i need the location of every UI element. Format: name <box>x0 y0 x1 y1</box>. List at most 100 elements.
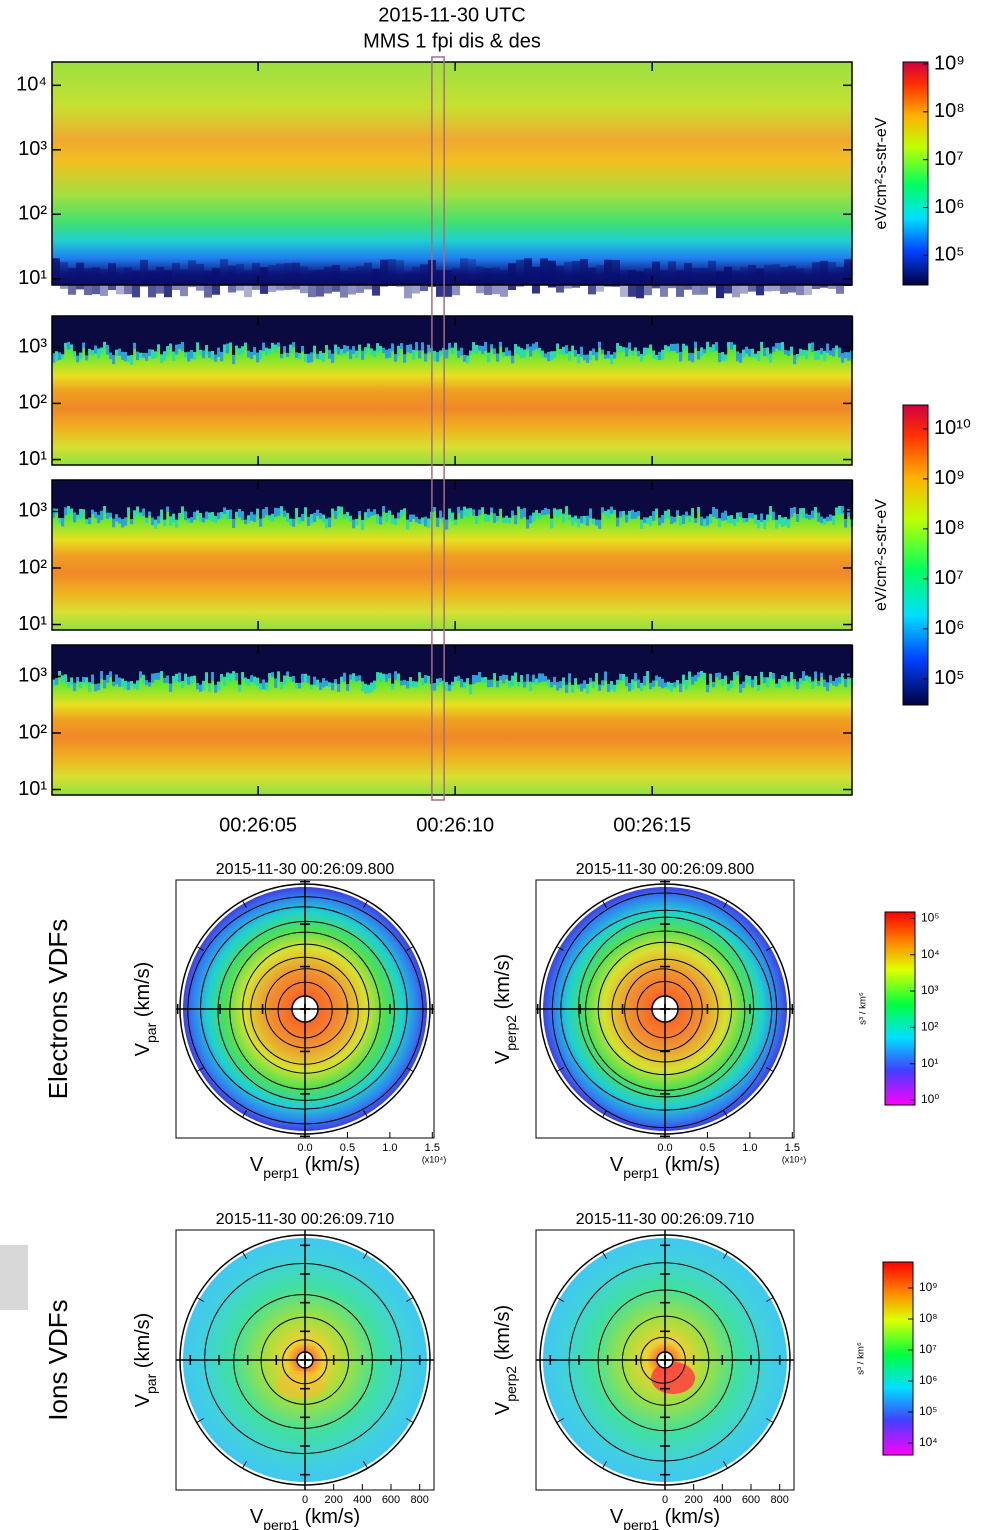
spectrogram-noise <box>496 480 500 517</box>
spectrogram-noise <box>232 480 236 520</box>
y-tick-label: 10¹ <box>18 613 47 635</box>
spectrogram-noise <box>562 346 566 355</box>
spectrogram-noise <box>739 353 743 363</box>
spectrogram-noise <box>331 353 335 363</box>
spectrogram-noise <box>565 316 569 346</box>
spectrogram-noise <box>616 645 620 680</box>
spectrogram-noise <box>256 316 260 353</box>
spectrogram-noise <box>127 645 131 682</box>
spectrogram-noise <box>454 519 458 525</box>
spectrogram-noise <box>319 316 323 351</box>
spectrogram-noise <box>322 645 326 679</box>
spectrogram-noise <box>577 480 581 519</box>
spectrogram-noise <box>76 480 80 515</box>
spectrogram-noise <box>412 480 416 515</box>
spectrogram-noise <box>349 316 353 350</box>
spectrogram-noise <box>667 480 671 510</box>
spectrogram-noise <box>175 519 179 528</box>
spectrogram-noise <box>307 517 311 526</box>
spectrogram-noise <box>307 480 311 518</box>
spectrogram-noise <box>487 645 491 680</box>
spectrogram-noise <box>589 316 593 351</box>
spectrogram-noise <box>385 349 389 359</box>
spectrogram-noise <box>559 681 563 689</box>
spectrogram-noise <box>169 343 173 351</box>
spectrogram-noise <box>148 645 152 683</box>
spectrogram-noise <box>418 350 422 359</box>
spectrogram-noise <box>769 353 773 363</box>
spectrogram-noise <box>775 480 779 520</box>
spectrogram-noise <box>739 684 743 693</box>
axis-label-sub: par <box>143 1022 159 1043</box>
spectrogram-noise <box>529 480 533 516</box>
spectrogram-noise <box>130 681 134 686</box>
spectrogram-noise <box>412 514 416 519</box>
spectrogram-noise <box>199 512 203 522</box>
spectrogram-noise <box>385 645 389 675</box>
spectrogram-noise <box>511 510 515 516</box>
spectrogram-noise <box>757 480 761 520</box>
spectrogram-noise <box>679 683 683 693</box>
spectrogram-noise <box>802 349 806 356</box>
spectrogram-noise <box>583 680 587 689</box>
spectrogram-noise <box>172 480 176 514</box>
spectrogram-noise <box>532 512 536 522</box>
spectrogram-noise <box>58 517 62 524</box>
spectrogram-noise <box>457 316 461 351</box>
spectrogram-noise <box>421 517 425 525</box>
spectrogram-noise <box>553 508 557 516</box>
spectrogram-noise <box>619 511 623 518</box>
spectrogram-noise <box>736 512 740 523</box>
colorbar-tick-label: 10¹⁰ <box>934 417 971 439</box>
spectrogram-noise <box>217 512 221 520</box>
spectrogram-noise <box>754 676 758 681</box>
spectrogram-noise <box>94 316 98 346</box>
spectrogram-noise <box>148 511 152 516</box>
spectrogram-noise <box>370 348 374 355</box>
spectrogram-noise <box>118 348 122 356</box>
spectrogram-noise <box>724 675 728 681</box>
spectrogram-noise <box>583 480 587 516</box>
spectrogram-noise <box>88 517 92 525</box>
spectrogram-noise <box>526 645 530 675</box>
spectrogram-noise <box>238 508 242 518</box>
axis-label-unit: (km/s) <box>492 1305 514 1366</box>
spectrogram-noise <box>277 316 281 343</box>
spectrogram-noise <box>559 645 563 682</box>
spectrogram-noise <box>199 349 203 356</box>
spectrogram-noise <box>502 645 506 675</box>
spectrogram-noise <box>460 678 464 688</box>
spectrogram-noise <box>766 316 770 348</box>
spectrogram-noise <box>817 350 821 360</box>
spectrogram-noise <box>58 671 62 677</box>
spectrogram-noise <box>712 681 716 688</box>
spectrogram-noise <box>802 316 806 350</box>
spectrogram-noise <box>679 316 683 352</box>
angle-tick <box>602 900 607 908</box>
spectrogram-noise <box>652 350 656 359</box>
spectrogram-noise <box>724 316 728 355</box>
spectrogram-noise <box>415 316 419 343</box>
spectrogram-noise <box>106 345 110 355</box>
spectrogram-noise <box>244 519 248 525</box>
spectrogram-noise <box>196 683 200 690</box>
spectrogram-noise <box>721 512 725 521</box>
spectrogram-noise <box>804 268 812 296</box>
spectrogram-noise <box>500 270 508 297</box>
spectrogram-noise <box>124 517 128 526</box>
spectrogram-noise <box>619 316 623 347</box>
spectrogram-noise <box>427 518 431 528</box>
spectrogram-noise <box>448 508 452 519</box>
spectrogram-noise <box>790 645 794 673</box>
spectrogram-noise <box>127 316 131 356</box>
spectrogram-noise <box>742 681 746 688</box>
spectrogram-noise <box>829 645 833 676</box>
spectrogram-noise <box>241 645 245 673</box>
spectrogram-noise <box>205 480 209 512</box>
spectrogram-noise <box>457 480 461 507</box>
colorbar-tick-label: 10⁶ <box>934 196 964 218</box>
spectrogram-noise <box>826 480 830 517</box>
spectrogram-noise <box>709 514 713 524</box>
spectrogram-noise <box>274 678 278 689</box>
spectrogram-noise <box>832 316 836 349</box>
